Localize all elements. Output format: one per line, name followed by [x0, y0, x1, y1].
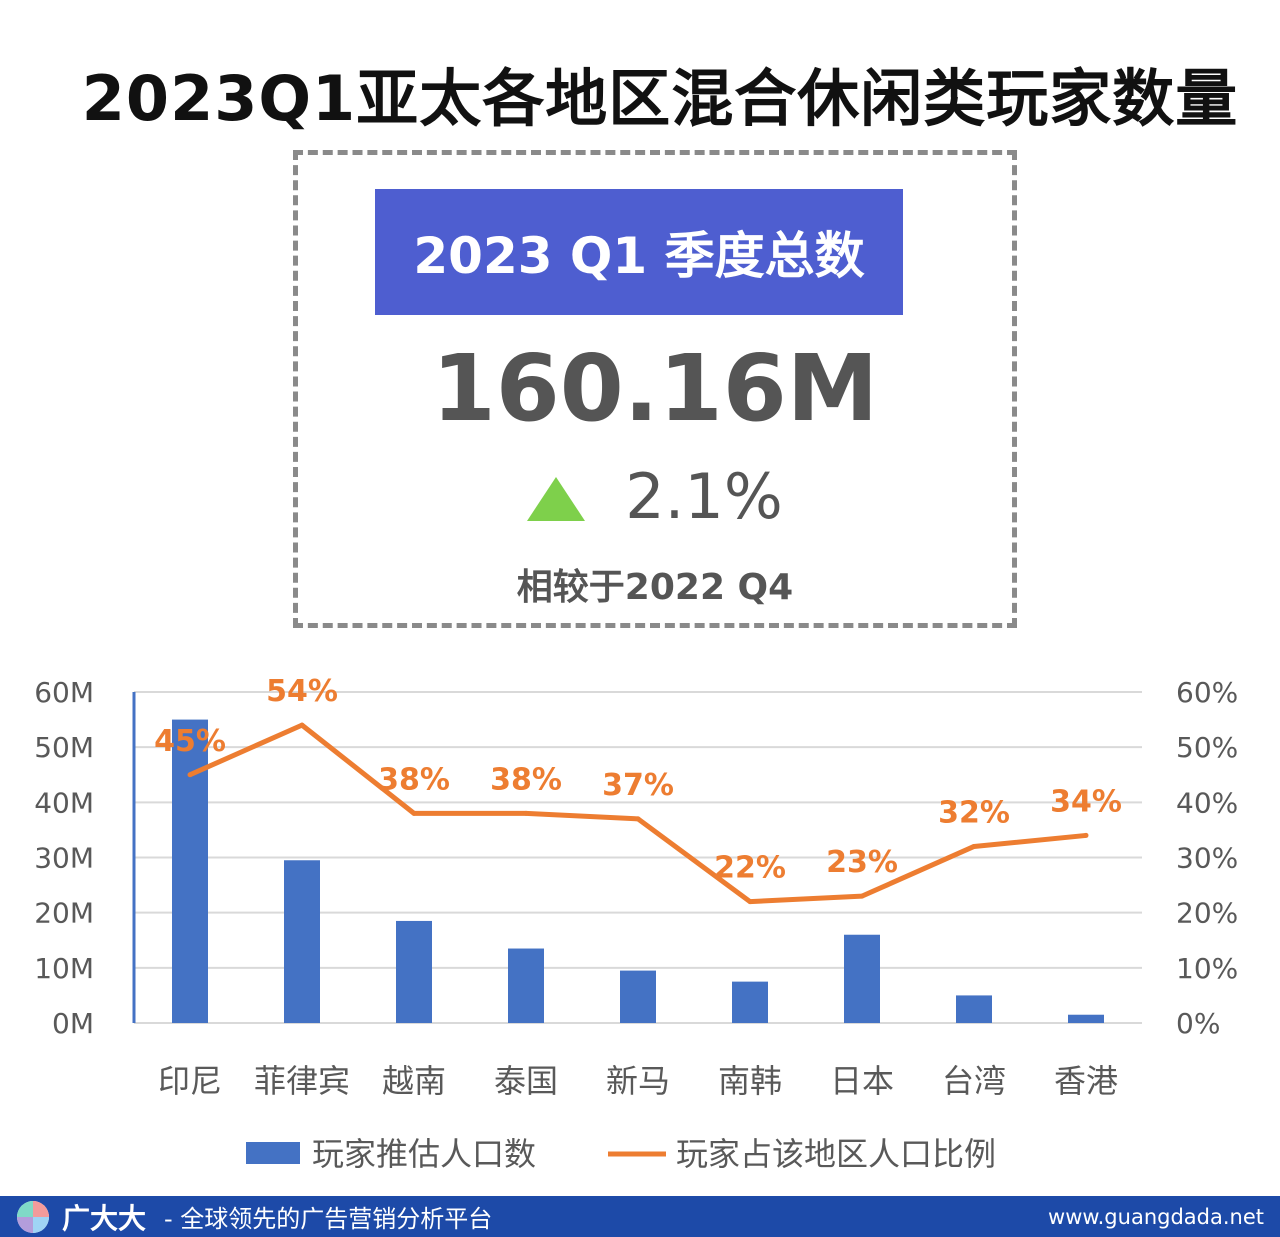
up-triangle-icon [527, 477, 586, 521]
line-point [411, 810, 417, 816]
y-tick-label: 50M [34, 731, 94, 764]
x-tick-label: 菲律宾 [254, 1062, 350, 1100]
bar [508, 948, 544, 1023]
line-point [971, 843, 977, 849]
summary-header: 2023 Q1 季度总数 [375, 189, 903, 315]
data-label: 37% [602, 768, 674, 803]
x-tick-label: 印尼 [158, 1062, 222, 1100]
line-point [299, 722, 305, 728]
y2-tick-label: 30% [1176, 842, 1238, 875]
y-tick-label: 20M [34, 897, 94, 930]
y2-tick-label: 10% [1176, 952, 1238, 985]
y-tick-label: 10M [34, 952, 94, 985]
data-label: 54% [266, 674, 338, 709]
footer-brand: 广大大 [62, 1201, 147, 1235]
y2-tick-label: 50% [1176, 731, 1238, 764]
bar [396, 920, 432, 1023]
line-point [523, 810, 529, 816]
x-tick-label: 泰国 [494, 1062, 558, 1100]
x-tick-label: 南韩 [718, 1062, 782, 1100]
data-label: 32% [938, 795, 1010, 830]
data-label: 38% [378, 762, 450, 797]
data-label: 23% [826, 845, 898, 880]
bar [732, 981, 768, 1023]
total-value: 160.16M [431, 335, 879, 442]
y2-tick-label: 60% [1176, 676, 1238, 709]
combo-chart: 0M 10M 20M 30M 40M 50M 60M 0% 10% 20% 30% 40% 50% 60%… [34, 674, 1238, 1173]
legend-label: 玩家占该地区人口比例 [676, 1135, 996, 1173]
change-row: 2.1% [293, 458, 1017, 534]
x-tick-label: 日本 [830, 1062, 894, 1100]
legend-label: 玩家推估人口数 [312, 1135, 536, 1173]
bar [844, 934, 880, 1023]
y2-tick-label: 20% [1176, 897, 1238, 930]
line-point [1083, 832, 1089, 838]
data-label: 34% [1050, 784, 1122, 819]
x-tick-label: 越南 [382, 1062, 446, 1100]
line-point [187, 772, 193, 778]
y2-tick-label: 40% [1176, 786, 1238, 819]
bar [620, 970, 656, 1023]
bar [284, 860, 320, 1023]
footer-url[interactable]: www.guangdada.net [1048, 1204, 1264, 1229]
y-tick-label: 0M [52, 1007, 94, 1040]
x-tick-label: 新马 [606, 1062, 670, 1100]
y2-tick-label: 0% [1176, 1007, 1220, 1040]
data-label: 45% [154, 724, 226, 759]
bar [172, 719, 208, 1023]
legend-bar-swatch [246, 1142, 300, 1164]
brand-logo-icon [17, 1200, 49, 1233]
y-tick-label: 40M [34, 786, 94, 819]
bar [956, 995, 992, 1023]
change-value: 2.1% [625, 459, 783, 533]
summary-box [293, 150, 1017, 628]
page-title: 2023Q1亚太各地区混合休闲类玩家数量 [81, 62, 1239, 135]
footer-bar: 广大大 - 全球领先的广告营销分析平台 www.guangdada.net [0, 1196, 1280, 1237]
line-point [747, 899, 753, 905]
y-tick-label: 30M [34, 842, 94, 875]
x-tick-label: 香港 [1054, 1062, 1118, 1100]
footer-slogan: - 全球领先的广告营销分析平台 [164, 1205, 493, 1233]
bar [1068, 1014, 1104, 1023]
x-tick-label: 台湾 [942, 1062, 1006, 1100]
line-point [635, 816, 641, 822]
data-label: 22% [714, 851, 786, 886]
data-label: 38% [490, 762, 562, 797]
line-point [859, 893, 865, 899]
compare-note: 相较于2022 Q4 [516, 567, 794, 608]
y-tick-label: 60M [34, 676, 94, 709]
